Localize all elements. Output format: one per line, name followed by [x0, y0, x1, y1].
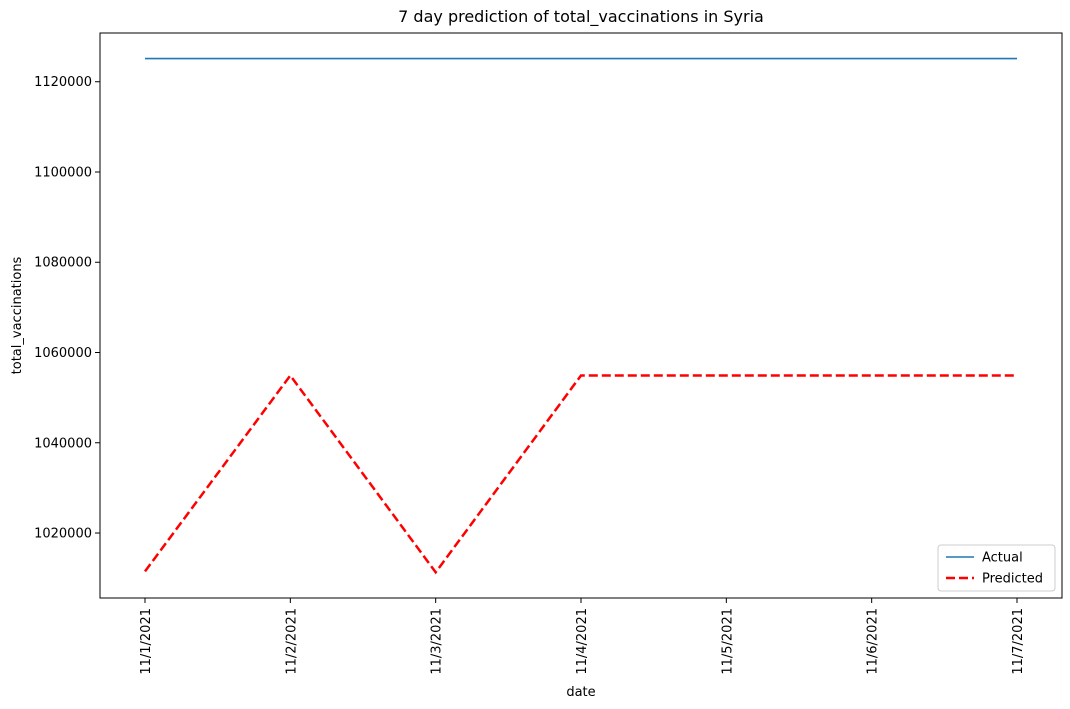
- legend-label: Actual: [982, 551, 1023, 566]
- series-line-predicted: [143, 373, 1017, 575]
- x-tick-label: 11/3/2021: [430, 608, 445, 675]
- y-tick-label: 1120000: [34, 75, 92, 90]
- legend: Actual Predicted: [937, 544, 1056, 592]
- y-axis: 1020000 1040000 1060000 1080000 1100000 11200…: [34, 75, 100, 542]
- y-tick-label: 1080000: [34, 256, 92, 271]
- x-tick-label: 11/4/2021: [575, 608, 590, 675]
- plot-frame: [99, 32, 1063, 599]
- x-tick-label: 11/1/2021: [139, 608, 154, 675]
- y-tick-label: 1060000: [34, 346, 92, 361]
- x-tick-label: 11/2/2021: [284, 608, 299, 675]
- x-axis: 11/1/2021 11/2/2021 11/3/2021 11/4/2021 11/5…: [139, 598, 1026, 675]
- x-axis-label: date: [566, 685, 595, 700]
- series-layer: [143, 57, 1017, 575]
- y-axis-label: total_vaccinations: [10, 256, 25, 374]
- y-tick-label: 1100000: [34, 165, 92, 180]
- y-tick-label: 1040000: [34, 436, 92, 451]
- chart-title: 7 day prediction of total_vaccinations i…: [398, 7, 764, 27]
- legend-label: Predicted: [982, 572, 1043, 587]
- x-tick-label: 11/5/2021: [720, 608, 735, 675]
- y-tick-label: 1020000: [34, 527, 92, 542]
- x-tick-label: 11/6/2021: [866, 608, 881, 675]
- x-tick-label: 11/7/2021: [1011, 608, 1026, 675]
